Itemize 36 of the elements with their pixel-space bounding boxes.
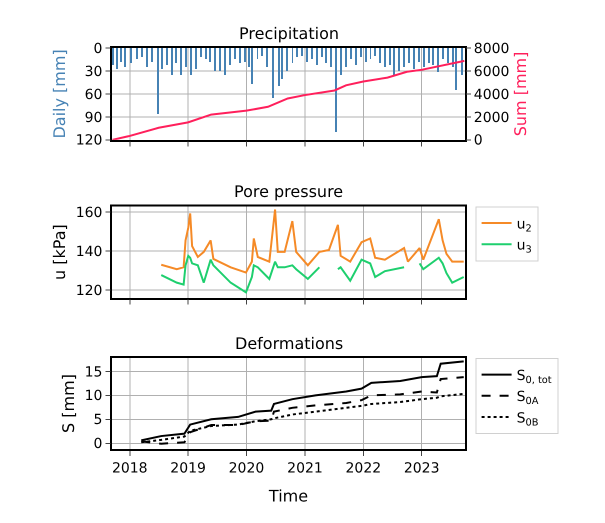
y-axis-title: Daily [mm] (50, 49, 70, 139)
x-tick-label: 2019 (170, 460, 206, 477)
x-tick-label: 2020 (228, 460, 264, 477)
y-axis-title: u [kPa] (50, 224, 70, 280)
y2-tick-label: 0 (474, 132, 483, 149)
y-tick-label: 0 (94, 436, 102, 452)
y-tick-label: 120 (76, 132, 102, 149)
x-tick-label: 2023 (404, 460, 440, 477)
y2-tick-label: 8000 (474, 40, 510, 57)
legend-label: S$_{0, tot}$ (516, 368, 552, 386)
y-tick-label: 15 (84, 364, 102, 380)
x-tick-label: 2021 (287, 460, 323, 477)
legend-label: S$_{0B}$ (516, 410, 539, 428)
y2-axis-title: Sum [mm] (511, 52, 530, 136)
y-tick-label: 90 (84, 110, 102, 126)
y-axis-title: S [mm] (59, 374, 78, 433)
x-tick-label: 2022 (346, 460, 382, 477)
x-axis-title: Time (268, 486, 308, 506)
chart-title: Pore pressure (234, 182, 344, 201)
chart-title: Precipitation (239, 24, 340, 43)
legend-label: u$_{3}$ (516, 238, 532, 256)
y-tick-label: 0 (94, 40, 102, 57)
y-tick-label: 120 (76, 282, 102, 299)
legend-label: u$_{2}$ (516, 216, 532, 234)
y2-tick-label: 2000 (474, 110, 510, 126)
y-tick-label: 30 (84, 64, 102, 80)
y-tick-label: 140 (76, 244, 102, 260)
y-tick-label: 160 (76, 205, 102, 222)
y2-tick-label: 4000 (474, 86, 510, 103)
x-tick-label: 2018 (112, 460, 148, 477)
y-tick-label: 5 (94, 412, 102, 428)
y-tick-label: 10 (84, 388, 102, 404)
y2-tick-label: 6000 (474, 64, 510, 80)
legend-label: S$_{0A}$ (516, 389, 539, 408)
y-tick-label: 60 (84, 86, 102, 103)
chart-title: Deformations (235, 334, 344, 353)
